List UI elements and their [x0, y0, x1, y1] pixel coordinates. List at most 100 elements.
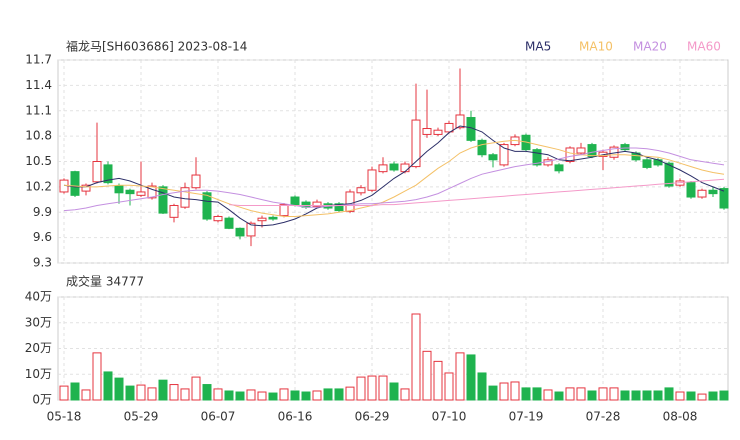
- x-tick-label: 06-07: [201, 410, 236, 424]
- volume-bar: [455, 352, 465, 401]
- candle-body: [587, 144, 597, 157]
- volume-bar: [213, 388, 223, 401]
- volume-bar: [532, 387, 542, 401]
- volume-bar: [367, 375, 377, 401]
- volume-bar: [686, 391, 696, 401]
- candle-body: [389, 163, 399, 171]
- volume-bar: [642, 390, 652, 401]
- candle-body: [136, 191, 146, 196]
- candle-body: [268, 216, 278, 220]
- ma-line: [63, 139, 725, 217]
- volume-bar: [334, 388, 344, 401]
- volume-bar: [631, 390, 641, 401]
- y-tick-label: 20万: [25, 341, 52, 355]
- candle-body: [697, 189, 707, 198]
- candle-body: [213, 215, 223, 222]
- x-tick-label: 07-19: [509, 410, 544, 424]
- volume-bar: [466, 354, 476, 401]
- candle-body: [444, 122, 454, 133]
- x-tick-label: 07-28: [586, 410, 621, 424]
- volume-bar: [70, 382, 80, 401]
- candle-body: [345, 191, 355, 212]
- volume-bar: [554, 391, 564, 401]
- volume-title: 成交量 34777: [66, 274, 144, 289]
- volume-bar: [521, 387, 531, 401]
- candle-body: [356, 187, 366, 194]
- legend-label: MA5: [525, 40, 551, 54]
- volume-bar: [543, 389, 553, 401]
- volume-bar: [411, 313, 421, 401]
- chart-title: 福龙马[SH603686] 2023-08-14: [66, 39, 247, 54]
- volume-bar: [444, 372, 454, 401]
- volume-bar: [191, 376, 201, 401]
- price-frame: [57, 59, 729, 264]
- volume-bar: [620, 390, 630, 401]
- candle-body: [554, 164, 564, 172]
- volume-bar: [257, 391, 267, 401]
- volume-bar: [675, 391, 685, 401]
- y-tick-label: 11.4: [25, 78, 52, 92]
- volume-bar: [378, 375, 388, 401]
- volume-bar: [664, 387, 674, 401]
- volume-bar: [59, 385, 69, 401]
- volume-bar: [653, 390, 663, 401]
- candle-body: [708, 189, 718, 195]
- candle-body: [169, 204, 179, 218]
- volume-bar: [719, 390, 729, 401]
- x-tick-label: 06-29: [355, 410, 390, 424]
- volume-bar: [103, 371, 113, 401]
- candle-body: [103, 164, 113, 184]
- volume-bar: [477, 372, 487, 401]
- volume-bar: [587, 390, 597, 401]
- volume-bar: [169, 384, 179, 401]
- volume-bar: [235, 391, 245, 401]
- y-tick-label: 10.8: [25, 129, 52, 143]
- volume-bar: [345, 386, 355, 401]
- volume-bar: [565, 387, 575, 401]
- ma-line: [228, 178, 725, 206]
- y-tick-label: 0万: [32, 393, 52, 407]
- y-tick-label: 11.7: [25, 53, 52, 67]
- volume-bar: [488, 385, 498, 401]
- volume-bar: [202, 384, 212, 401]
- volume-bar: [301, 391, 311, 401]
- volume-bar: [246, 389, 256, 401]
- candle-body: [686, 182, 696, 198]
- candle-body: [257, 217, 267, 222]
- candle-body: [664, 162, 674, 187]
- volume-bar: [697, 393, 707, 401]
- volume-bar: [180, 388, 190, 401]
- candle-body: [147, 185, 157, 199]
- x-tick-label: 06-16: [278, 410, 313, 424]
- candle-body: [488, 154, 498, 161]
- y-tick-label: 10.2: [25, 179, 52, 193]
- volume-bar: [576, 387, 586, 401]
- volume-bar: [279, 388, 289, 401]
- candle-body: [422, 128, 432, 135]
- y-tick-label: 30万: [25, 315, 52, 329]
- candle-body: [565, 147, 575, 162]
- candle-body: [224, 217, 234, 229]
- candle-body: [455, 114, 465, 129]
- candle-body: [312, 201, 322, 207]
- candle-body: [202, 192, 212, 220]
- y-tick-label: 11.1: [25, 103, 52, 117]
- volume-bar: [422, 350, 432, 401]
- candle-body: [411, 119, 421, 168]
- volume-bar: [81, 389, 91, 401]
- volume-bar: [389, 382, 399, 401]
- volume-bar: [609, 387, 619, 401]
- y-tick-label: 40万: [25, 290, 52, 304]
- ma-line: [63, 125, 725, 227]
- candle-body: [620, 144, 630, 151]
- candle-body: [92, 161, 102, 183]
- candle-body: [719, 188, 729, 209]
- candle-body: [180, 187, 190, 208]
- y-tick-label: 9.9: [33, 205, 52, 219]
- volume-bar: [499, 382, 509, 401]
- candle-body: [114, 185, 124, 194]
- candle-body: [334, 203, 344, 212]
- legend-label: MA10: [579, 40, 613, 54]
- candle-body: [378, 164, 388, 173]
